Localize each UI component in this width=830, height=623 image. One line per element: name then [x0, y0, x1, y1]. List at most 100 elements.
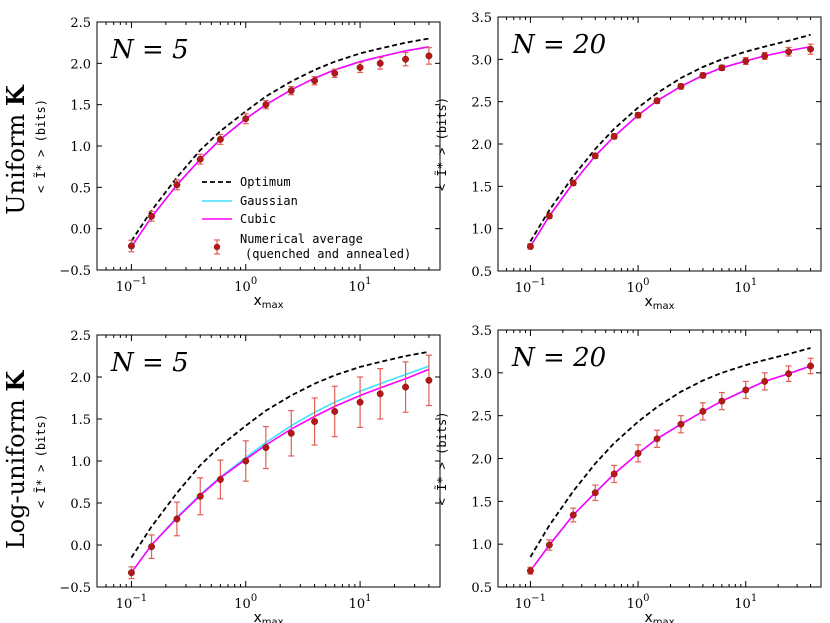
y-tick-label: 2.0	[70, 371, 91, 386]
data-point	[331, 407, 339, 415]
data-point	[425, 376, 433, 384]
y-tick-label: 3.5	[471, 324, 492, 339]
y-tick-label: 0.0	[70, 539, 91, 554]
series-line-optimum	[529, 33, 811, 242]
y-tick-label: 0.5	[70, 497, 91, 512]
data-point	[807, 362, 815, 370]
data-point	[545, 541, 553, 549]
y-tick-label: 2.5	[471, 410, 492, 425]
data-point	[376, 59, 384, 67]
x-tick-label: 10−1	[515, 277, 546, 296]
y-tick-label: 0.0	[70, 223, 91, 238]
data-point	[761, 377, 769, 385]
panel-annotation: N = 5	[110, 35, 189, 65]
y-tick-label: 1.5	[471, 495, 492, 510]
y-tick-label: 3.0	[471, 367, 492, 382]
data-point	[127, 569, 135, 577]
y-tick-label: 0.5	[70, 181, 91, 196]
panel-annotation: N = 5	[110, 348, 189, 378]
data-point	[148, 212, 156, 220]
data-point	[311, 77, 319, 85]
y-tick-label: 1.0	[70, 455, 91, 470]
data-point	[761, 52, 769, 60]
legend: Optimum Gaussian Cubic Numerical average(qu…	[202, 175, 411, 261]
y-tick-label: 2.5	[471, 96, 492, 111]
data-point	[591, 152, 599, 160]
data-point	[718, 64, 726, 72]
series-line-optimum	[130, 350, 430, 559]
data-point	[526, 242, 534, 250]
data-point	[699, 407, 707, 415]
legend-label-cubic: Cubic	[240, 212, 276, 226]
data-point	[356, 398, 364, 406]
y-axis-label: < Ĩ* > (bits)	[434, 412, 449, 506]
data-point	[634, 111, 642, 119]
x-tick-label: 101	[349, 276, 372, 295]
series-group	[526, 33, 815, 250]
y-tick-label: 3.0	[471, 53, 492, 68]
y-axis-label: < Ĩ* > (bits)	[33, 414, 48, 508]
data-point	[216, 135, 224, 143]
y-tick-label: −0.5	[59, 581, 91, 596]
data-point	[287, 87, 295, 95]
data-point	[526, 567, 534, 575]
data-point	[634, 449, 642, 457]
series-line-cubic	[130, 46, 430, 248]
x-tick-label: 100	[627, 593, 650, 612]
chart-panel-1: −0.5 0.0 0.5 1.0 1.5 2.0 2.5 10−1 100 101 xmax < Ĩ*…	[33, 16, 441, 311]
y-tick-label: 2.0	[70, 57, 91, 72]
row-label-2: Log-uniform K	[1, 370, 30, 550]
y-tick-label: 1.0	[70, 140, 91, 155]
data-point	[569, 511, 577, 519]
data-point	[242, 457, 250, 465]
data-point	[425, 52, 433, 60]
y-tick-label: 1.5	[70, 99, 91, 114]
data-point	[742, 386, 750, 394]
x-axis-label: xmax	[253, 610, 283, 623]
data-point	[216, 476, 224, 483]
legend-swatch-point	[213, 243, 221, 251]
panel-annotation: N = 20	[511, 30, 606, 60]
x-tick-label: 100	[627, 277, 650, 296]
data-point	[196, 155, 204, 163]
data-point	[653, 435, 661, 443]
x-axis-label: xmax	[253, 293, 283, 311]
y-tick-label: 1.5	[471, 180, 492, 195]
data-point	[376, 390, 384, 398]
y-tick-label: 0.5	[471, 265, 492, 280]
x-tick-label: 101	[734, 593, 757, 612]
x-tick-label: 101	[349, 593, 372, 612]
data-point	[311, 418, 319, 425]
data-point	[610, 132, 618, 140]
y-tick-label: 2.0	[471, 138, 492, 153]
legend-label-gaussian: Gaussian	[240, 194, 298, 208]
data-point	[569, 179, 577, 187]
data-point	[545, 212, 553, 220]
series-line-optimum	[529, 347, 811, 558]
series-group	[526, 347, 815, 575]
data-point	[173, 181, 181, 189]
data-point	[677, 82, 685, 90]
y-tick-label: 2.0	[471, 453, 492, 468]
data-point	[262, 444, 270, 452]
x-tick-label: 101	[734, 277, 757, 296]
data-point	[610, 470, 618, 478]
data-point	[242, 115, 250, 123]
data-point	[356, 64, 364, 71]
data-point	[785, 370, 793, 378]
y-tick-label: 2.5	[70, 16, 91, 31]
data-point	[718, 397, 726, 405]
series-group	[127, 350, 433, 580]
row-label-1: Uniform K	[1, 84, 30, 215]
y-axis-label: < Ĩ* > (bits)	[33, 99, 48, 193]
data-point	[785, 48, 793, 56]
y-tick-label: 3.5	[471, 11, 492, 26]
y-tick-label: 2.5	[70, 329, 91, 344]
chart-panel-4: 0.5 1.0 1.5 2.0 2.5 3.0 3.5 10−1 100 101 xmax < Ĩ* …	[434, 324, 822, 623]
data-point	[807, 45, 815, 53]
data-point	[287, 429, 295, 437]
data-point	[173, 515, 181, 523]
data-point	[262, 101, 270, 109]
x-tick-label: 10−1	[116, 276, 147, 295]
chart-panel-2: 0.5 1.0 1.5 2.0 2.5 3.0 3.5 10−1 100 101 xmax < Ĩ* …	[434, 11, 822, 312]
